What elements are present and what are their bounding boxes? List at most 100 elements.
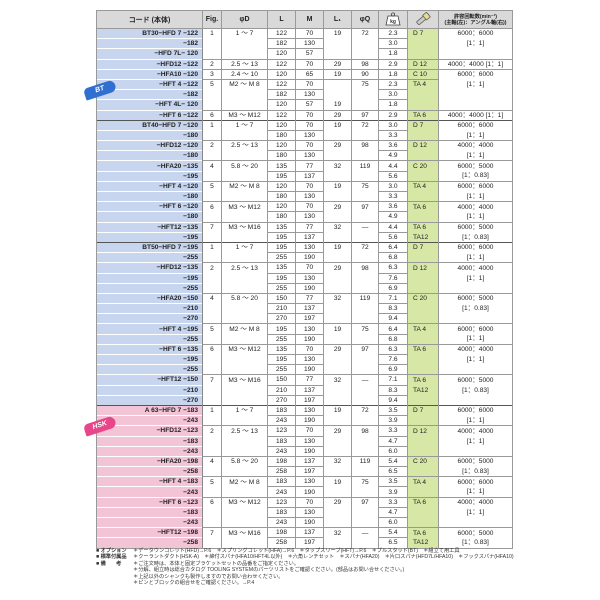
cell-phi-d: [221, 38, 268, 49]
table-row: −180 180 130 3.3 [1：1]: [96, 190, 513, 202]
cell-rpm: 4000：4000: [438, 425, 513, 436]
cell-rpm: [438, 48, 513, 60]
cell-rpm: [438, 517, 513, 528]
cell-m: 137: [295, 384, 324, 396]
cell-l: 120: [267, 201, 296, 212]
cell-fig: 5: [202, 78, 222, 90]
table-row: −HFD 7L− 120 120 57 1.8: [96, 48, 513, 60]
cell-m: 77: [295, 160, 324, 172]
cell-rpm: 6000：6000: [438, 476, 513, 487]
cell-m: 70: [295, 180, 324, 192]
cell-l: 195: [267, 323, 296, 335]
cell-phi-d: M3 ～ M16: [221, 374, 268, 386]
cell-code: −195: [96, 231, 203, 243]
table-row: −HFT 6 −122 6 M3 ～ M12 122 70 29 97 2.9 TA 6 4000…: [96, 109, 513, 121]
cell-tool: D 12: [407, 140, 439, 151]
cell-phi-d: [221, 415, 268, 426]
cell-rpm: [1：1]: [438, 211, 513, 223]
svg-text:kg: kg: [390, 19, 396, 25]
cell-rpm: 6000：6000: [438, 180, 513, 192]
cell-m: 190: [295, 252, 324, 263]
cell-weight: 6.5: [378, 466, 408, 477]
cell-weight: 3.0: [378, 180, 408, 192]
cell-weight: 7.1: [378, 374, 408, 386]
table-row: −270 270 197 9.4: [96, 313, 513, 324]
cell-phi-q: 90: [351, 68, 379, 80]
cell-tool: [407, 364, 439, 375]
cell-phi-q: 75: [351, 180, 379, 192]
cell-l: 243: [267, 445, 296, 457]
cell-m: 190: [295, 445, 324, 457]
cell-rpm: [1：1]: [438, 130, 513, 141]
note-standard-accessories: ■ 標準付属品 ＊クーラントダクト(HSK-A) ＊締付スパナ(HFA10/HFT…: [96, 554, 514, 561]
header-l1: L₁: [323, 10, 352, 29]
cell-weight: 3.5: [378, 404, 408, 416]
cell-rpm: 4000：4000 [1：1]: [438, 109, 513, 121]
table-row: −195 195 130 7.6 [1：1]: [96, 353, 513, 365]
cell-l: 120: [267, 68, 296, 80]
cell-fig: 7: [202, 527, 222, 538]
cell-m: 70: [295, 58, 324, 70]
note-remark: ＊ピンとブロックの組合せをご確認ください。→P.4: [133, 580, 255, 587]
cell-m: 130: [295, 38, 324, 49]
cell-fig: 5: [202, 476, 222, 487]
cell-l1: [323, 537, 352, 549]
cell-rpm: 4000：4000: [438, 201, 513, 212]
cell-tool: TA 6: [407, 109, 439, 121]
cell-fig: 6: [202, 343, 222, 355]
cell-weight: 3.9: [378, 486, 408, 498]
cell-code: −180: [96, 129, 203, 141]
cell-rpm: [1：0.83]: [438, 537, 513, 549]
cell-code: −HFA20 −198: [96, 455, 203, 467]
cell-code: −HFD 7L− 120: [96, 48, 203, 60]
cell-phi-q: 98: [351, 262, 379, 273]
cell-code: −180: [96, 190, 203, 202]
cell-m: 130: [295, 323, 324, 335]
cell-tool: [407, 171, 439, 182]
cell-l: 180: [267, 150, 296, 161]
note-remark: ＊分解、組立時は総合カタログ TOOLING SYSTEMのパーツリストをご確認…: [133, 567, 405, 574]
cell-fig: [202, 436, 222, 447]
cell-tool: TA12: [407, 385, 439, 396]
cell-phi-d: [221, 283, 268, 294]
cell-m: 137: [295, 527, 324, 538]
cell-code: −180: [96, 150, 203, 161]
table-row: A 63−HFD 7 −183 1 1 ～ 7 183 130 19 72 3.5 D 7 600…: [96, 404, 513, 416]
cell-fig: 5: [202, 323, 222, 335]
table-row: −HFD12 −122 2 2.5 ～ 13 122 70 29 98 2.9 D 12 4000…: [96, 58, 513, 70]
cell-rpm: 4000：4000 [1：1]: [438, 58, 513, 70]
cell-fig: [202, 313, 222, 324]
cell-tool: [407, 48, 439, 60]
cell-fig: 1: [202, 404, 222, 416]
cell-rpm: [438, 99, 513, 110]
cell-weight: 4.4: [378, 160, 408, 172]
cell-phi-d: [221, 211, 268, 223]
cell-weight: 4.9: [378, 150, 408, 161]
table-row: −255 255 190 6.9: [96, 364, 513, 375]
cell-tool: [407, 436, 439, 447]
cell-phi-q: 97: [351, 201, 379, 212]
cell-weight: 3.3: [378, 425, 408, 436]
cell-l: 255: [267, 252, 296, 263]
cell-l1: 29: [323, 201, 352, 212]
cell-tool: D 7: [407, 119, 439, 131]
cell-m: 70: [295, 119, 324, 131]
cell-code: −210: [96, 384, 203, 396]
table-row: −180 180 130 4.9 [1：1]: [96, 211, 513, 223]
cell-fig: [202, 334, 222, 345]
cell-tool: TA 6: [407, 343, 439, 355]
cell-phi-d: [221, 517, 268, 528]
cell-l: 210: [267, 384, 296, 396]
cell-phi-d: [221, 252, 268, 263]
cell-l: 198: [267, 455, 296, 467]
cell-code: −270: [96, 313, 203, 324]
header-phi-d: φD: [221, 10, 268, 29]
cell-l1: 19: [323, 27, 352, 39]
header-row: コード (本体) Fig. φD L M L₁ φQ kg 許容回転数(min⁻…: [96, 10, 513, 29]
cell-l1: 32: [323, 292, 352, 304]
cell-l: 255: [267, 282, 296, 294]
cell-weight: 1.8: [378, 99, 408, 110]
table-row: −182 182 130 3.0: [96, 89, 513, 100]
table-row: −180 180 130 4.9 [1：1]: [96, 150, 513, 161]
cell-weight: 8.3: [378, 384, 408, 396]
